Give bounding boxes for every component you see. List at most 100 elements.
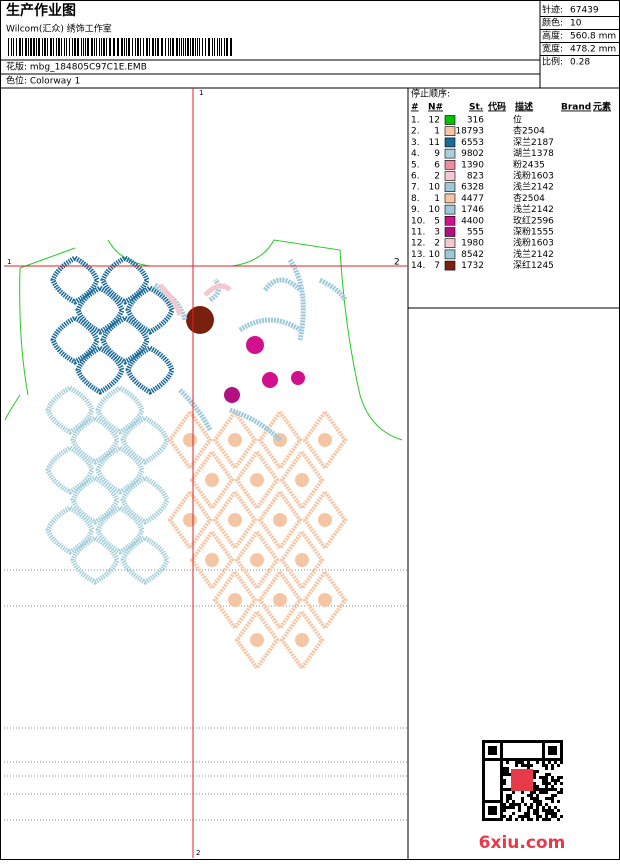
stat-value: 0.28 [570,58,590,68]
stitches: 4400 [461,216,484,226]
description: 位 [513,114,522,126]
bar [25,38,27,56]
qr-cell [491,752,494,755]
stitches: 6328 [461,183,484,193]
qr-cell [536,806,539,809]
stitches: 316 [467,116,484,126]
bar [132,38,133,56]
qr-cell [506,761,509,764]
qr-cell [545,818,548,821]
qr-cell [557,776,560,779]
color-swatch [444,160,456,170]
qr-cell [506,806,509,809]
bar [143,38,144,56]
motif [120,415,170,465]
motif [100,315,150,365]
needle: 3 [434,228,440,238]
bar [11,38,12,56]
stat-value: 560.8 mm [570,32,616,42]
qr-cell [536,809,539,812]
qr-cell [512,806,515,809]
qr-cell [551,776,554,779]
qr-cell [482,758,485,761]
qr-cell [551,788,554,791]
qr-cell [530,818,533,821]
bar [181,38,182,56]
bar [230,38,232,56]
stat-value: 10 [570,19,582,29]
qr-cell [560,758,563,761]
qr-cell [512,803,515,806]
qr-cell [485,758,488,761]
stat-value: 67439 [570,6,599,16]
bar [38,38,40,56]
bar [33,38,35,56]
bar [42,38,43,56]
lattice [212,488,258,552]
qr-cell [548,818,551,821]
bar [87,38,89,56]
qr-cell [545,740,548,743]
sequence-title: 停止顺序: [411,88,450,100]
qr-cell [494,806,497,809]
bar [155,38,156,56]
qr-cell [533,809,536,812]
qr-cell [488,746,491,749]
qr-cell [482,794,485,797]
description: 玫红2596 [513,214,554,226]
qr-cell [542,743,545,746]
qr-cell [530,758,533,761]
stitches: 18793 [455,127,484,137]
row-index: 12. [411,239,425,249]
description: 浅兰2142 [513,248,554,260]
stop-sequence-table: # N# St. 代码 描述 Brand 元素1. 12 316 位2. 1 18793 杏25043.… [411,101,611,272]
qr-cell [494,749,497,752]
bar [140,38,141,56]
bar [152,38,154,56]
qr-cell [548,806,551,809]
lattice [302,408,348,472]
needle: 2 [434,239,440,249]
bar [94,38,95,56]
bar [128,38,130,56]
qr-cell [545,809,548,812]
medallion [228,513,242,527]
qr-cell [536,812,539,815]
needle: 1 [434,127,440,137]
bar [219,38,220,56]
bar [170,38,171,56]
qr-cell [503,740,506,743]
qr-cell [482,803,485,806]
qr-cell [494,758,497,761]
qr-cell [551,800,554,803]
qr-cell [551,746,554,749]
description: 深红1245 [513,259,554,271]
qr-cell [539,800,542,803]
qr-cell [494,812,497,815]
qr-cell [548,761,551,764]
qr-cell [539,791,542,794]
qr-cell [488,800,491,803]
qr-cell [482,815,485,818]
qr-cell [509,794,512,797]
row-index: 14. [411,261,425,271]
qr-cell [518,758,521,761]
qr-cell [548,809,551,812]
qr-cell [509,818,512,821]
description: 浅粉1603 [513,237,554,249]
qr-cell [554,812,557,815]
qr-cell [503,773,506,776]
qr-cell [497,818,500,821]
qr-cell [554,752,557,755]
qr-cell [530,803,533,806]
qr-cell [527,758,530,761]
qr-cell [506,767,509,770]
qr-cell [533,776,536,779]
medallion [273,513,287,527]
stitches: 1980 [461,239,484,249]
qr-cell [482,752,485,755]
qr-cell [560,815,563,818]
column-header: N# [428,103,443,113]
qr-cell [500,779,503,782]
qr-cell [512,800,515,803]
